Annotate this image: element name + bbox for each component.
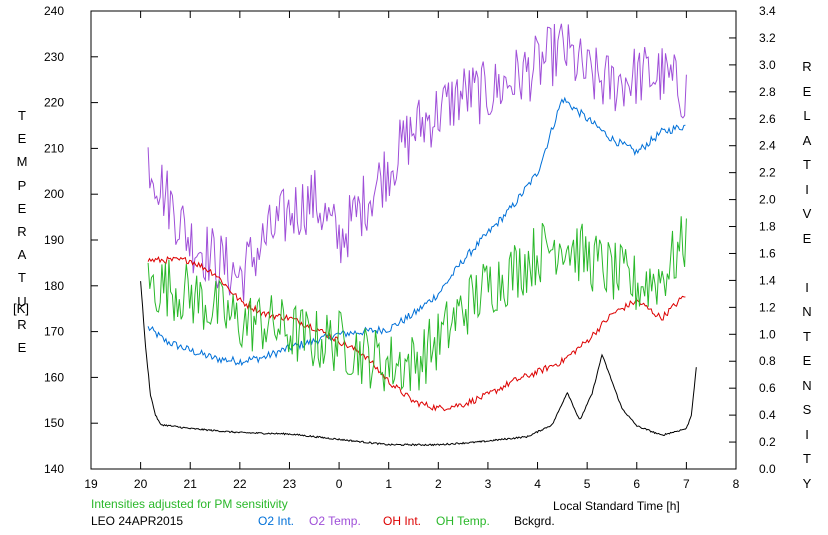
x-tick-label: 0 — [336, 477, 343, 491]
y-right-tick-label: 0.2 — [759, 435, 776, 449]
y-right-tick-label: 0.6 — [759, 381, 776, 395]
y-right-tick-label: 3.2 — [759, 31, 776, 45]
x-tick-label: 22 — [233, 477, 247, 491]
y-left-tick-label: 240 — [44, 4, 64, 18]
y-left-tick-label: 230 — [44, 50, 64, 64]
y-axis-right-label: R E L A T I V E I N T E N S I T Y — [802, 59, 812, 491]
x-axis-label: Local Standard Time [h] — [553, 499, 680, 513]
x-tick-label: 7 — [683, 477, 690, 491]
y-left-tick-label: 150 — [44, 416, 64, 430]
series-line-2 — [147, 255, 686, 412]
y-left-tick-label: 140 — [44, 462, 64, 476]
y-axis-left-unit: [K] — [13, 301, 29, 316]
y-right-tick-label: 3.0 — [759, 58, 776, 72]
y-right-tick-label: 1.8 — [759, 220, 776, 234]
x-tick-label: 4 — [534, 477, 541, 491]
series-layer — [140, 23, 697, 447]
y-right-tick-label: 0.8 — [759, 354, 776, 368]
y-right-tick-label: 1.0 — [759, 327, 776, 341]
x-tick-label: 2 — [435, 477, 442, 491]
pm-sensitivity-note: Intensities adjusted for PM sensitivity — [91, 497, 288, 511]
y-left-tick-label: 190 — [44, 233, 64, 247]
series-line-0 — [147, 96, 686, 367]
y-right-tick-label: 2.4 — [759, 139, 776, 153]
y-right-tick-label: 2.6 — [759, 112, 776, 126]
x-tick-label: 6 — [633, 477, 640, 491]
x-tick-label: 1 — [385, 477, 392, 491]
x-tick-label: 5 — [584, 477, 591, 491]
y-left-tick-label: 210 — [44, 141, 64, 155]
axes-layer: 19 20 21 22 23 0 1 2 3 4 5 6 7 8140150160170180190200… — [44, 4, 776, 491]
y-left-tick-label: 160 — [44, 370, 64, 384]
station-date: LEO 24APR2015 — [91, 514, 184, 528]
y-right-tick-label: 1.2 — [759, 300, 776, 314]
legend-background: Bckgrd. — [514, 514, 555, 528]
legend-oh-int: OH Int. — [383, 514, 422, 528]
y-right-tick-label: 1.6 — [759, 246, 776, 260]
y-left-tick-label: 180 — [44, 279, 64, 293]
y-left-tick-label: 220 — [44, 96, 64, 110]
x-tick-label: 23 — [283, 477, 297, 491]
y-left-tick-label: 200 — [44, 187, 64, 201]
x-tick-label: 19 — [84, 477, 98, 491]
x-tick-label: 3 — [485, 477, 492, 491]
y-right-tick-label: 2.8 — [759, 85, 776, 99]
y-right-tick-label: 3.4 — [759, 4, 776, 18]
x-tick-label: 8 — [733, 477, 740, 491]
series-line-1 — [147, 23, 687, 302]
y-right-tick-label: 2.0 — [759, 193, 776, 207]
legend-oh-temp: OH Temp. — [436, 514, 490, 528]
x-tick-label: 20 — [134, 477, 148, 491]
legend-o2-temp: O2 Temp. — [309, 514, 361, 528]
series-line-3 — [147, 216, 687, 392]
y-right-tick-label: 0.4 — [759, 408, 776, 422]
legend-o2-int: O2 Int. — [258, 514, 295, 528]
x-tick-label: 21 — [184, 477, 198, 491]
y-axis-left-label: T E M P E R A T U R E — [16, 108, 28, 356]
y-right-tick-label: 2.2 — [759, 166, 776, 180]
y-right-tick-label: 0.0 — [759, 462, 776, 476]
y-left-tick-label: 170 — [44, 325, 64, 339]
series-line-4 — [140, 281, 697, 447]
y-right-tick-label: 1.4 — [759, 273, 776, 287]
